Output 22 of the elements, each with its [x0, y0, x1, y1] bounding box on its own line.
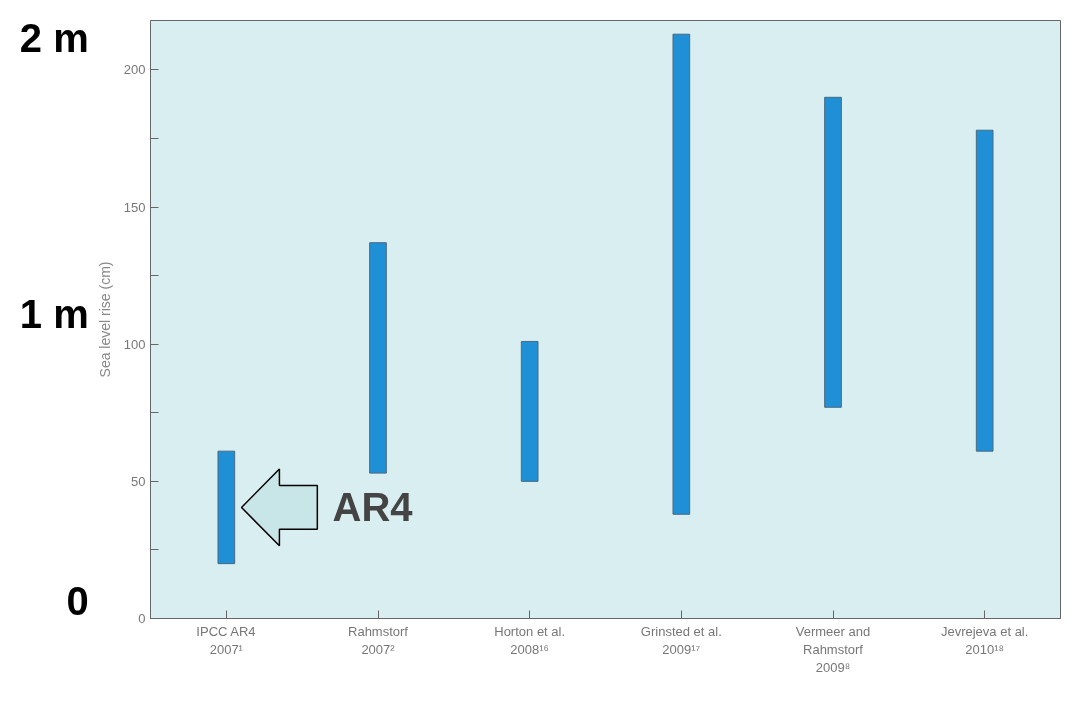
y-axis-title: Sea level rise (cm): [96, 261, 113, 378]
text: 2 m: [19, 16, 89, 61]
bar: [824, 96, 842, 408]
x-tick-label: Jevrejeva et al. 2010¹⁸: [940, 623, 1029, 657]
text: 1 m: [19, 291, 89, 336]
y-tick-label: 100: [123, 336, 146, 352]
x-tick-label: Horton et al. 2008¹⁶: [494, 623, 566, 657]
y-tick-label: 0: [138, 611, 146, 626]
bar: [672, 33, 691, 515]
x-tick-label: IPCC AR4 2007¹: [196, 623, 256, 657]
y-tick-label: 150: [123, 199, 146, 215]
annotation: AR4: [332, 485, 414, 530]
y-tick-label: 200: [123, 62, 146, 78]
bar: [369, 242, 387, 474]
bar: [975, 129, 994, 452]
bar: [520, 340, 539, 482]
y-tick-label: 50: [131, 473, 146, 489]
x-tick-label: Vermeer and Rahmstorf 2009⁸: [795, 623, 871, 675]
x-tick-label: Rahmstorf 2007²: [348, 623, 409, 657]
x-tick-label: Grinsted et al. 2009¹⁷: [640, 623, 722, 657]
text: 0: [66, 578, 89, 623]
bar: [217, 450, 236, 565]
